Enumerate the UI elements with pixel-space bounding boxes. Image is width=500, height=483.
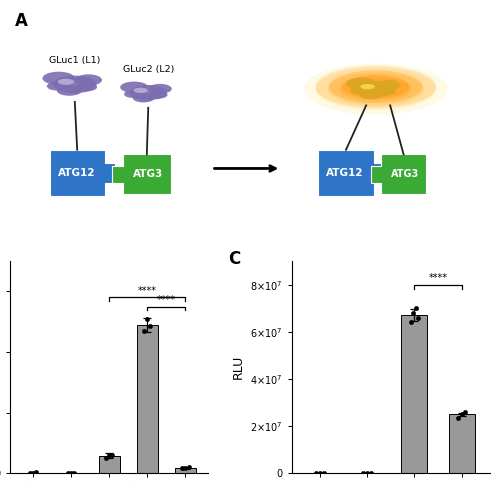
Point — [367, 469, 375, 477]
Ellipse shape — [148, 84, 172, 94]
Ellipse shape — [47, 82, 66, 90]
Ellipse shape — [360, 84, 375, 89]
Point — [414, 314, 422, 322]
Point — [454, 414, 462, 422]
Ellipse shape — [76, 83, 97, 91]
Point — [178, 465, 186, 472]
Text: ATG12: ATG12 — [326, 168, 364, 178]
Point — [312, 469, 320, 477]
Ellipse shape — [342, 75, 409, 99]
Point — [462, 408, 469, 416]
Point — [105, 451, 113, 458]
Bar — [98, 456, 119, 473]
Ellipse shape — [57, 85, 82, 96]
Ellipse shape — [350, 86, 368, 95]
Ellipse shape — [376, 80, 400, 90]
Point — [182, 464, 190, 471]
Ellipse shape — [53, 76, 96, 93]
Ellipse shape — [42, 71, 75, 85]
Point — [102, 455, 110, 462]
Text: ****: **** — [138, 286, 157, 296]
Point — [458, 411, 466, 418]
Point — [406, 318, 414, 326]
Ellipse shape — [124, 90, 141, 98]
Text: ****: **** — [157, 295, 176, 305]
Point — [363, 469, 371, 477]
Text: C: C — [228, 250, 240, 269]
Point — [64, 469, 72, 477]
Text: A: A — [15, 12, 28, 30]
Ellipse shape — [328, 71, 423, 103]
Point — [409, 309, 417, 317]
Polygon shape — [371, 155, 426, 194]
Point — [146, 322, 154, 330]
Polygon shape — [318, 150, 384, 197]
Point — [316, 469, 324, 477]
Ellipse shape — [149, 91, 168, 99]
Point — [320, 469, 328, 477]
Bar — [22, 472, 44, 473]
Text: GLuc2 (L2): GLuc2 (L2) — [122, 65, 174, 74]
Ellipse shape — [304, 63, 448, 115]
Ellipse shape — [58, 79, 74, 85]
Ellipse shape — [356, 81, 396, 97]
Point — [184, 463, 192, 471]
Point — [32, 469, 40, 476]
Polygon shape — [50, 150, 114, 197]
Point — [412, 304, 420, 312]
Point — [70, 469, 78, 477]
Text: ATG3: ATG3 — [390, 170, 418, 179]
Point — [108, 452, 116, 459]
Bar — [137, 325, 158, 473]
Ellipse shape — [346, 78, 376, 89]
Ellipse shape — [316, 68, 436, 110]
Ellipse shape — [316, 66, 436, 108]
Point — [26, 469, 34, 476]
Ellipse shape — [75, 74, 102, 85]
Ellipse shape — [134, 87, 147, 93]
Point — [144, 315, 152, 323]
Text: ATG12: ATG12 — [58, 168, 95, 178]
Point — [29, 469, 37, 477]
Ellipse shape — [340, 77, 412, 101]
Ellipse shape — [376, 87, 396, 96]
Y-axis label: RLU: RLU — [232, 355, 244, 379]
Text: ATG3: ATG3 — [132, 170, 163, 179]
Point — [140, 327, 148, 335]
Point — [67, 469, 75, 477]
Polygon shape — [112, 155, 171, 194]
Bar — [448, 414, 474, 473]
Text: GLuc1 (L1): GLuc1 (L1) — [49, 56, 100, 65]
Bar — [175, 468, 196, 473]
Ellipse shape — [120, 82, 148, 93]
Bar — [402, 315, 427, 473]
Ellipse shape — [328, 73, 424, 105]
Ellipse shape — [132, 93, 154, 102]
Ellipse shape — [130, 85, 167, 100]
Point — [360, 469, 368, 477]
Text: ****: **** — [428, 273, 448, 284]
Ellipse shape — [360, 90, 382, 99]
